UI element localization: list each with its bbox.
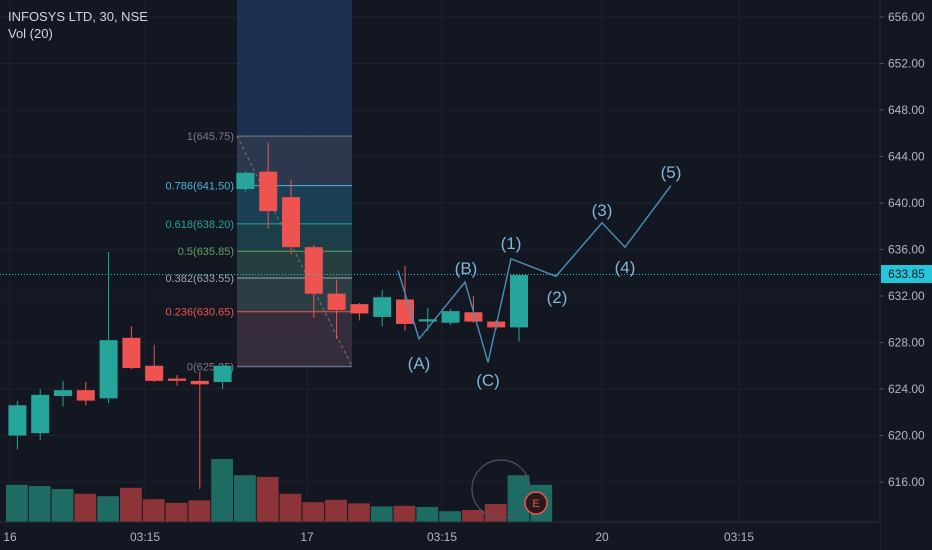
price-tick-label: 644.00 bbox=[888, 150, 925, 164]
time-tick-label: 16 bbox=[3, 530, 17, 544]
fib-zone bbox=[237, 311, 352, 367]
wave-label: (B) bbox=[455, 259, 478, 278]
wave-label: (4) bbox=[615, 258, 636, 277]
price-tick-label: 648.00 bbox=[888, 103, 925, 117]
event-highlight-circle bbox=[471, 459, 531, 519]
volume-bar bbox=[507, 475, 530, 522]
candle-body bbox=[327, 293, 346, 310]
time-tick-label: 03:15 bbox=[724, 530, 754, 544]
volume-indicator-label[interactable]: Vol (20) bbox=[8, 26, 53, 41]
candle-body bbox=[31, 394, 50, 434]
candle-body bbox=[396, 299, 414, 324]
candle-body bbox=[99, 340, 118, 399]
candle-body bbox=[350, 304, 369, 314]
price-tick-label: 640.00 bbox=[888, 196, 925, 210]
volume-bars bbox=[6, 459, 553, 522]
volume-bar bbox=[165, 502, 188, 522]
volume-bar bbox=[188, 500, 211, 522]
fib-level-label: 0.5(635.85) bbox=[178, 246, 234, 258]
candle-body bbox=[236, 172, 255, 190]
symbol-title[interactable]: INFOSYS LTD, 30, NSE bbox=[8, 9, 148, 24]
time-axis-background bbox=[0, 522, 880, 550]
time-tick-label: 20 bbox=[595, 530, 609, 544]
fib-trend-line bbox=[236, 135, 353, 367]
time-tick-label: 03:15 bbox=[427, 530, 457, 544]
fib-level-label: 0.618(638.20) bbox=[166, 219, 235, 231]
candle-body bbox=[8, 405, 27, 436]
wave-path bbox=[397, 185, 672, 363]
wave-label: (C) bbox=[476, 371, 500, 390]
candle-body bbox=[373, 297, 392, 317]
candle-body bbox=[213, 365, 232, 383]
price-tick-label: 656.00 bbox=[888, 10, 925, 24]
candle-body bbox=[76, 390, 95, 401]
wave-label: (3) bbox=[592, 201, 613, 220]
time-tick-label: 17 bbox=[300, 530, 314, 544]
price-tick-label: 624.00 bbox=[888, 382, 925, 396]
price-tick-label: 636.00 bbox=[888, 243, 925, 257]
fib-zone bbox=[237, 251, 352, 278]
fib-level-label: 1(645.75) bbox=[187, 131, 234, 143]
fib-level-label: 0.786(641.50) bbox=[166, 181, 235, 193]
volume-bar bbox=[51, 489, 74, 522]
event-marker[interactable]: E bbox=[471, 459, 548, 519]
candle-body bbox=[145, 365, 164, 381]
candle-body bbox=[282, 197, 300, 248]
fib-zone bbox=[237, 136, 352, 186]
volume-bar bbox=[484, 504, 507, 522]
volume-bar bbox=[393, 505, 416, 522]
candle-body bbox=[441, 311, 460, 323]
volume-bar bbox=[439, 511, 461, 522]
chart-legend: INFOSYS LTD, 30, NSE Vol (20) bbox=[8, 8, 148, 42]
volume-bar bbox=[416, 507, 439, 522]
volume-bar bbox=[142, 499, 165, 522]
wave-label: (5) bbox=[661, 163, 682, 182]
candle-body bbox=[304, 247, 323, 294]
grid-lines bbox=[0, 0, 880, 522]
volume-bar bbox=[462, 510, 484, 522]
volume-bar bbox=[279, 493, 302, 522]
volume-bar bbox=[256, 477, 279, 522]
volume-bar bbox=[97, 496, 119, 522]
candle-body bbox=[259, 171, 278, 212]
candle-body bbox=[190, 380, 209, 385]
time-axis[interactable]: 16 03:15 17 03:15 20 03:15 bbox=[0, 521, 880, 550]
candle-body bbox=[54, 390, 72, 396]
price-tick-label: 628.00 bbox=[888, 336, 925, 350]
candle-body bbox=[168, 378, 186, 381]
volume-bar bbox=[302, 502, 325, 522]
wave-label: (A) bbox=[408, 354, 431, 373]
volume-bar bbox=[6, 484, 28, 522]
event-icon bbox=[524, 491, 548, 515]
volume-bar bbox=[211, 459, 233, 522]
price-tick-label: 620.00 bbox=[888, 429, 925, 443]
volume-bar bbox=[370, 506, 393, 522]
event-label: E bbox=[532, 498, 539, 510]
candle-body bbox=[510, 275, 528, 328]
volume-bar bbox=[234, 475, 256, 522]
fib-level-label: 0.236(630.65) bbox=[166, 307, 235, 319]
price-tick-label: 652.00 bbox=[888, 57, 925, 71]
candle-body bbox=[464, 312, 483, 322]
wave-label: (2) bbox=[547, 288, 568, 307]
volume-bar bbox=[325, 499, 347, 522]
volume-bar bbox=[348, 503, 370, 522]
candle-body bbox=[122, 337, 141, 369]
elliott-wave-drawing[interactable]: (A) (B) (C) (1) (2) (3) (4) (5) bbox=[397, 163, 682, 390]
volume-bar bbox=[120, 487, 142, 522]
wave-label: (1) bbox=[501, 234, 522, 253]
candlesticks bbox=[8, 142, 528, 489]
candle-body bbox=[418, 319, 437, 322]
price-tick-label: 616.00 bbox=[888, 475, 925, 489]
fib-level-label: 0.382(633.55) bbox=[166, 273, 235, 285]
time-tick-label: 03:15 bbox=[130, 530, 160, 544]
volume-bar bbox=[74, 493, 97, 522]
volume-bar bbox=[28, 486, 51, 522]
price-tick-label: 632.00 bbox=[888, 289, 925, 303]
current-price-badge: 633.85 bbox=[881, 265, 932, 283]
